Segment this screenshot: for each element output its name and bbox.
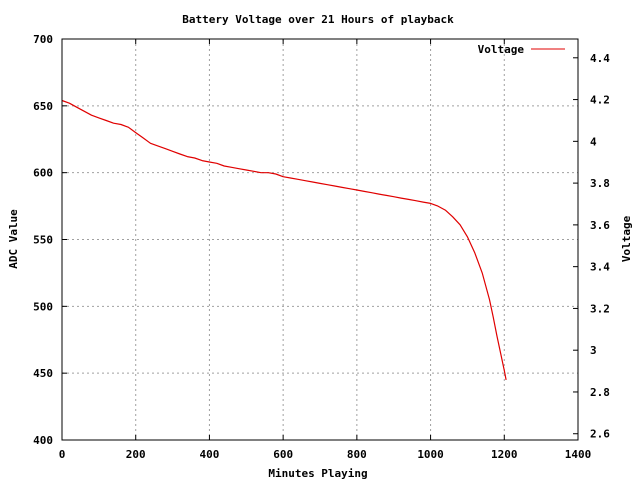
ticks [61,38,579,441]
y2-tick-label: 3.8 [590,177,610,190]
x-axis-label: Minutes Playing [268,467,367,480]
x-tick-label: 0 [59,448,66,461]
series-layer [61,99,507,381]
y-axis-label: ADC Value [7,209,20,269]
y2-tick-label: 3.6 [590,219,610,232]
y-tick-label: 600 [33,167,53,180]
grid [62,39,578,440]
x-tick-label: 800 [347,448,367,461]
legend-label-voltage: Voltage [478,43,525,56]
series-line-voltage [61,99,507,381]
y2-tick-label: 2.8 [590,386,610,399]
y-tick-label: 450 [33,367,53,380]
x-tick-label: 200 [126,448,146,461]
y2-tick-label: 3.4 [590,261,610,274]
y-tick-label: 500 [33,300,53,313]
y-tick-label: 400 [33,434,53,447]
x-tick-label: 1200 [491,448,518,461]
x-tick-label: 1400 [565,448,592,461]
y-tick-label: 550 [33,234,53,247]
y2-tick-label: 4.4 [590,52,610,65]
x-tick-label: 1000 [417,448,444,461]
y2-axis-tick-labels: 2.6 2.8 3 3.2 3.4 3.6 3.8 4 4.2 4.4 [590,52,610,441]
y2-tick-label: 4 [590,135,597,148]
x-axis-tick-labels: 0 200 400 600 800 1000 1200 1400 [59,448,592,461]
y-tick-label: 650 [33,100,53,113]
y2-axis-label: Voltage [620,215,633,262]
y-tick-label: 700 [33,33,53,46]
y2-tick-label: 4.2 [590,94,610,107]
legend: Voltage [478,43,565,56]
y2-tick-label: 2.6 [590,428,610,441]
y2-tick-label: 3 [590,344,597,357]
plot-frame [61,38,579,441]
chart-title: Battery Voltage over 21 Hours of playbac… [182,13,454,26]
y-axis-tick-labels: 400 450 500 550 600 650 700 [33,33,53,447]
y2-tick-label: 3.2 [590,302,610,315]
x-tick-label: 400 [199,448,219,461]
x-tick-label: 600 [273,448,293,461]
